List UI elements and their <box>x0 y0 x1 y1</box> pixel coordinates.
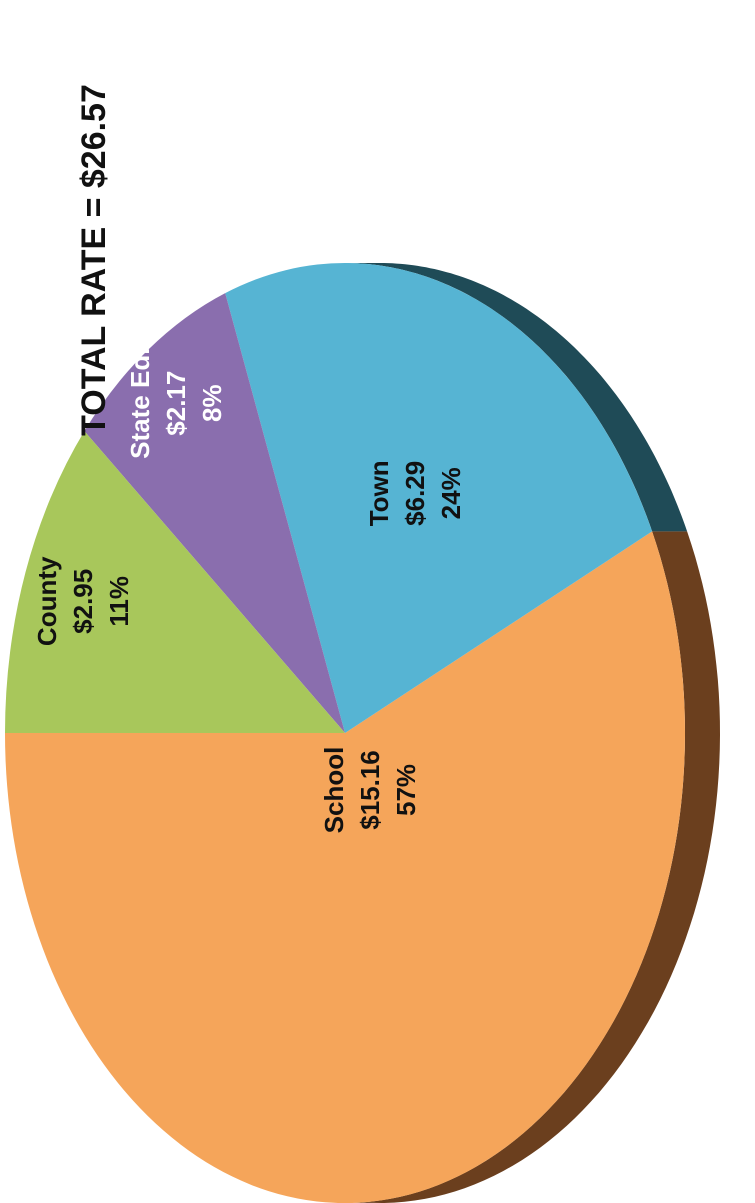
pie-slice-state-ed <box>84 293 346 733</box>
pie-label-state-ed: State Ed. $2.17 8% <box>125 348 227 459</box>
pie-label-town: Town $6.29 24% <box>364 460 466 526</box>
pie-slice-town <box>225 262 653 733</box>
pie-side-school <box>339 531 720 1203</box>
chart-title: TOTAL RATE = $26.57 <box>75 84 113 436</box>
pie-slice-county <box>5 431 345 733</box>
pie-slice-school <box>5 531 685 1203</box>
pie-label-school: School $15.16 57% <box>319 747 421 834</box>
pie-side-town <box>340 263 688 532</box>
pie-slice-group <box>5 262 685 1203</box>
pie-side-group <box>339 263 720 1203</box>
pie-label-county: County $2.95 11% <box>32 556 134 646</box>
pie-label-group: School $15.16 57% Town $6.29 24% State Ed. $2.1… <box>32 348 466 834</box>
